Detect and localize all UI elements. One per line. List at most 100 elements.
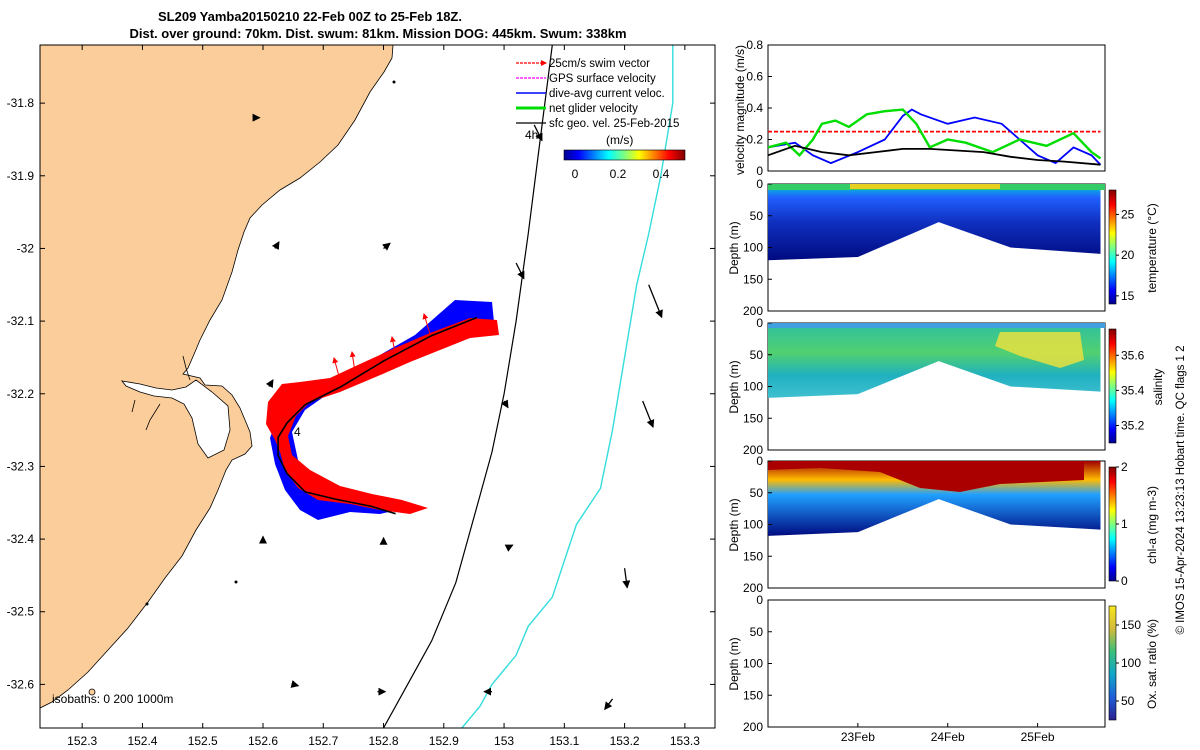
- temperature-surface-dots: [768, 184, 1105, 190]
- map-x-tick-label: 152.4: [127, 734, 157, 748]
- temperature-colorbar-label: temperature (°C): [1145, 203, 1159, 293]
- depth-y-tick-label: 100: [743, 657, 763, 671]
- colorbar-tick-label: 25: [1121, 207, 1135, 221]
- colorbar-tick-label: 150: [1121, 618, 1141, 632]
- depth-y-tick-label: 100: [743, 241, 763, 255]
- current-arrow-11: [504, 544, 514, 552]
- map-legend: 25cm/s swim vector GPS surface velocity …: [516, 58, 686, 181]
- depth-y-tick-label: 50: [750, 486, 764, 500]
- time-x-tick-label: 23Feb: [841, 730, 875, 744]
- time-x-tick-label: 25Feb: [1021, 730, 1055, 744]
- chla-ylabel: Depth (m): [727, 498, 741, 551]
- salinity-colorbar-label: salinity: [1151, 369, 1165, 406]
- legend-text-sfcgeo: sfc geo. vel. 25-Feb-2015: [549, 118, 679, 130]
- legend-text-swim: 25cm/s swim vector: [549, 58, 650, 70]
- speed-colorbar-tick-0-2: 0.2: [610, 167, 627, 181]
- depth-y-tick-label: 200: [743, 720, 763, 734]
- map-y-ticks: -31.8 -31.9 -32 -32.1 -32.2 -32.3 -32.4 -32.5 -3…: [7, 96, 715, 691]
- map-y-tick-label: -32.3: [7, 459, 35, 473]
- map-y-tick-label: -32.1: [7, 314, 35, 328]
- isobaths-label: isobaths: 0 200 1000m: [52, 692, 173, 706]
- salinity-colorbar: [1108, 328, 1117, 444]
- current-arrow-13: [290, 680, 300, 688]
- map-x-tick-label: 152.6: [248, 734, 278, 748]
- imos-stamp: © IMOS 15-Apr-2024 13:23:13 Hobart time.…: [1175, 345, 1187, 634]
- depth-y-tick-label: 50: [750, 209, 764, 223]
- map-y-tick-label: -32.6: [7, 677, 35, 691]
- depth-y-tick-label: 200: [743, 304, 763, 318]
- depth-y-tick-label: 0: [756, 593, 763, 607]
- current-arrow-7: [500, 399, 509, 409]
- chla-colorbar-ticks: 0 1 2: [1116, 460, 1128, 588]
- temperature-ylabel: Depth (m): [727, 221, 741, 274]
- salinity-high-patch: [995, 332, 1084, 368]
- salinity-y-ticks: 0 50 100 150 200: [743, 316, 772, 457]
- current-arrow-1: [533, 124, 543, 142]
- chla-colorbar-label: chl-a (mg m-3): [1145, 486, 1159, 564]
- colorbar-tick-label: 50: [1121, 694, 1135, 708]
- salinity-colorbar-ticks: 35.2 35.4 35.6: [1116, 348, 1145, 432]
- current-arrow-2: [271, 241, 280, 251]
- swim-vector-ticks: [301, 313, 431, 499]
- colorbar-tick-label: 35.6: [1121, 348, 1145, 362]
- colorbar-tick-label: 35.2: [1121, 418, 1145, 432]
- colorbar-tick-label: 15: [1121, 289, 1135, 303]
- velocity-series-line-3: [768, 144, 1101, 166]
- isobath-200m-line: [382, 45, 553, 728]
- track-annotation-4h: 4h: [525, 128, 538, 142]
- velocity-series-line-2: [768, 108, 1102, 160]
- oxygen-ylabel: Depth (m): [727, 637, 741, 690]
- oxygen-panel: 0 50 100 150 200 23Feb 24Feb 25Feb Depth (m) 5…: [727, 593, 1159, 744]
- salinity-ylabel: Depth (m): [727, 360, 741, 413]
- glider-track-line: [277, 316, 478, 515]
- surface-current-arrows: [252, 113, 663, 711]
- islet: [234, 580, 238, 584]
- map-x-tick-label: 152.9: [429, 734, 459, 748]
- legend-text-gps: GPS surface velocity: [549, 73, 656, 85]
- depth-y-tick-label: 150: [743, 688, 763, 702]
- river-branch: [131, 355, 191, 431]
- oxygen-y-ticks: 0 50 100 150 200: [743, 593, 772, 734]
- track-annotation-4: 4: [294, 425, 301, 439]
- oxygen-colorbar-label: Ox. sat. ratio (%): [1145, 619, 1159, 709]
- map-x-tick-label: 153: [494, 734, 514, 748]
- map-y-tick-label: -32.2: [7, 387, 35, 401]
- islet: [392, 80, 396, 84]
- map-y-tick-label: -32: [17, 241, 35, 255]
- speed-colorbar-label: (m/s): [606, 133, 633, 147]
- velocity-series: [768, 108, 1102, 166]
- velocity-ylabel: velocity magnitude (m/s): [733, 45, 747, 175]
- map-frame: [39, 44, 716, 729]
- temperature-colorbar-ticks: 15 20 25: [1116, 207, 1135, 303]
- legend-text-net: net glider velocity: [549, 103, 638, 115]
- depth-y-tick-label: 150: [743, 411, 763, 425]
- current-arrow-3: [382, 242, 391, 251]
- colorbar-tick-label: 35.4: [1121, 383, 1145, 397]
- temperature-panel: 0 50 100 150 200 Depth (m) 15 20 25 temperatur…: [727, 177, 1159, 318]
- depth-y-tick-label: 200: [743, 443, 763, 457]
- land-mass: [40, 45, 394, 709]
- current-arrow-16: [604, 698, 614, 711]
- oxygen-colorbar-ticks: 50 100 150: [1116, 618, 1141, 708]
- colorbar-tick-label: 1: [1121, 517, 1128, 531]
- chla-colorbar: [1108, 466, 1117, 582]
- oxygen-axes: [767, 599, 1106, 728]
- isobath-1000m-line: [461, 45, 674, 728]
- map-x-tick-label: 152.7: [308, 734, 338, 748]
- islet: [145, 602, 149, 606]
- swim-vector-band: [266, 318, 499, 514]
- chla-y-ticks: 0 50 100 150 200: [743, 454, 772, 595]
- time-x-tick-label: 24Feb: [931, 730, 965, 744]
- velocity-panel: 0 0.2 0.4 0.6 0.8 velocity magnitude (m/s): [733, 38, 1106, 178]
- depth-y-tick-label: 100: [743, 518, 763, 532]
- legend-text-diveavg: dive-avg current veloc.: [549, 88, 665, 100]
- map-x-tick-label: 153.3: [670, 734, 700, 748]
- current-arrow-12: [622, 568, 631, 589]
- depth-y-tick-label: 0: [756, 177, 763, 191]
- oxygen-x-ticks: 23Feb 24Feb 25Feb: [841, 723, 1055, 744]
- temperature-field: [768, 184, 1101, 261]
- salinity-panel: 0 50 100 150 200 Depth (m) 35.2 35.4 35.6 sali…: [727, 316, 1165, 457]
- current-arrow-5: [648, 284, 663, 319]
- chla-panel: 0 50 100 150 200 Depth (m) 0 1 2 chl-a (mg m-3…: [727, 454, 1159, 595]
